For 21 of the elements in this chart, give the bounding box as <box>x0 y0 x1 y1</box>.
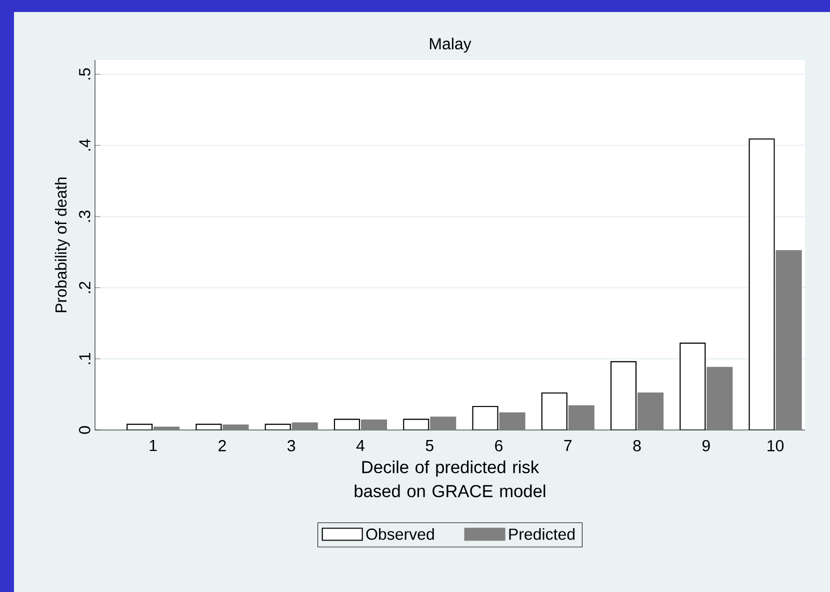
legend-label: Observed <box>366 528 434 540</box>
x-tick-label: 1 <box>150 440 157 452</box>
x-tick-label: 9 <box>702 440 710 452</box>
y-tick-label: .3 <box>78 210 90 222</box>
x-tick-label: 3 <box>288 440 296 452</box>
y-tick-label: .1 <box>79 352 90 364</box>
x-tick-label: 10 <box>768 440 784 452</box>
chart-title: Malay <box>430 38 472 53</box>
x-tick-label: 2 <box>218 440 226 452</box>
x-tick-label: 4 <box>356 440 364 452</box>
legend-label: Predicted <box>509 528 575 540</box>
y-tick-label: 0 <box>78 426 90 434</box>
x-tick-label: 6 <box>495 440 502 452</box>
x-tick-label: 7 <box>564 440 572 452</box>
y-axis-title: Probability of death <box>54 178 70 312</box>
x-axis-title: Decile of predicted risk based on GRACE model <box>354 460 546 498</box>
x-tick-label: 5 <box>426 440 434 452</box>
x-tick-label: 8 <box>633 440 641 452</box>
y-tick-label: .5 <box>79 68 90 80</box>
y-tick-label: .2 <box>79 282 90 293</box>
y-tick-label: .4 <box>79 139 90 151</box>
